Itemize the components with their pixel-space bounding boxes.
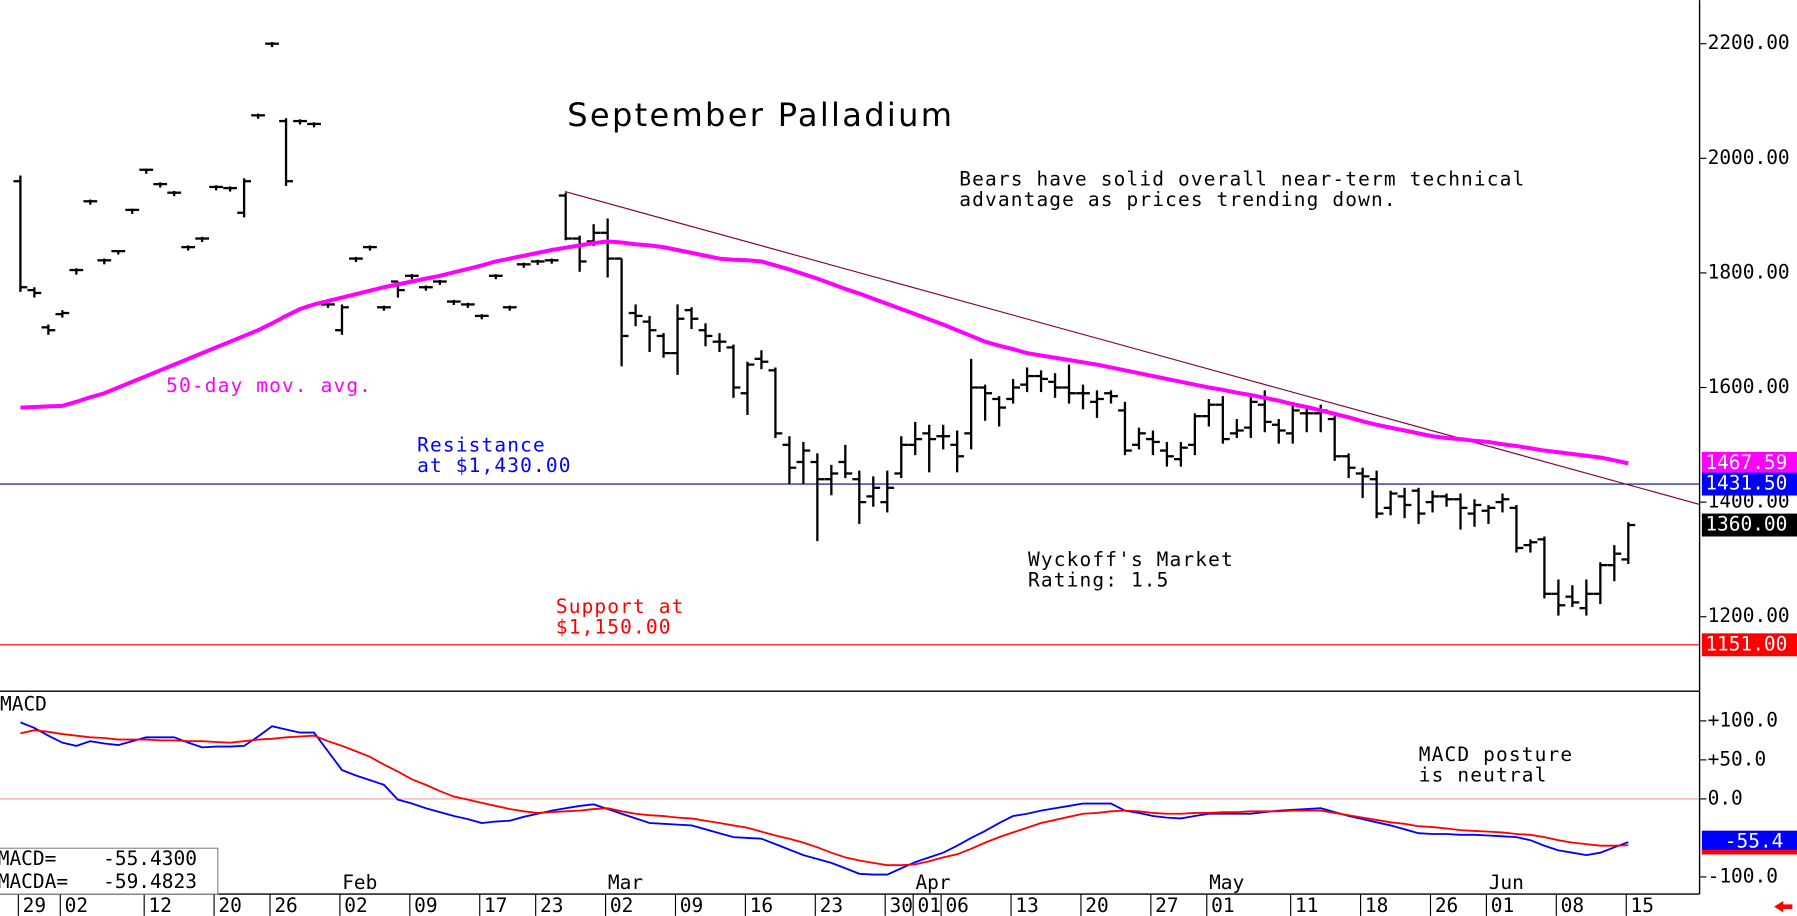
x-tick-label: 06 [945, 894, 968, 916]
y-tick-label: 1800.00 [1708, 260, 1790, 283]
annotation: advantage as prices trending down. [959, 188, 1397, 211]
price-marker [1701, 633, 1797, 657]
x-tick-label: 29 [23, 894, 46, 916]
month-label: May [1209, 871, 1244, 894]
annotation: Resistance [417, 433, 546, 456]
price-marker-label: 1431.50 [1705, 472, 1787, 495]
x-tick-label: 26 [274, 894, 297, 916]
annotation: MACD posture [1419, 743, 1573, 766]
x-tick-label: 23 [820, 894, 843, 916]
x-tick-label: 09 [680, 894, 703, 916]
readout-name: MACDA= [0, 870, 68, 893]
chart-title: September Palladium [567, 96, 954, 134]
series-line [20, 239, 1629, 466]
annotation: Bears have solid overall near-term techn… [959, 168, 1525, 191]
y-tick-label: +50.0 [1708, 747, 1767, 770]
x-tick-label: 27 [1155, 894, 1178, 916]
x-tick-label: 02 [344, 894, 367, 916]
y-tick-label: 0.0 [1708, 786, 1743, 809]
price-marker [1701, 451, 1797, 475]
y-tick-label: 2200.00 [1708, 31, 1790, 54]
x-tick-label: 17 [484, 894, 507, 916]
readout-name: MACD= [0, 847, 56, 870]
readout-value: -59.4823 [103, 870, 197, 893]
x-tick-label: 15 [1631, 894, 1654, 916]
data-layer [13, 41, 1636, 876]
price-marker-label: 1467.59 [1705, 451, 1787, 474]
readout-box [0, 847, 219, 895]
x-tick-label: 30 [890, 894, 913, 916]
panel-title: MACD [0, 692, 47, 715]
trend-line [564, 190, 1700, 505]
annotation: $1,150.00 [556, 616, 672, 639]
x-tick-label: 20 [1085, 894, 1108, 916]
x-tick-label: 20 [218, 894, 241, 916]
x-tick-label: 01 [1491, 894, 1514, 916]
x-tick-label: 11 [1295, 894, 1318, 916]
month-label: Feb [342, 871, 377, 894]
x-tick-label: 23 [540, 894, 563, 916]
y-tick-label: 2000.00 [1708, 146, 1790, 169]
y-tick-label: -100.0 [1708, 864, 1778, 887]
x-tick-label: 01 [1211, 894, 1234, 916]
price-marker [1701, 472, 1797, 496]
x-tick-label: 01 [917, 894, 940, 916]
annotation: is neutral [1419, 764, 1548, 787]
x-tick-label: 08 [1561, 894, 1584, 916]
price-marker-label: 1151.00 [1705, 632, 1787, 655]
price-marker [1701, 513, 1797, 537]
series-line [20, 721, 1629, 876]
series-line [20, 729, 1629, 867]
month-label: Apr [915, 871, 950, 894]
y-tick-label: 1600.00 [1708, 375, 1790, 398]
annotation: Support at [556, 595, 685, 618]
macd-marker [1701, 830, 1797, 854]
readout-value: -55.4300 [103, 847, 197, 870]
grid-layer: 2200.002000.001800.001600.001400.001200.… [0, 31, 1790, 916]
annotation: Rating: 1.5 [1028, 569, 1170, 592]
macd-marker-label: -55.4 [1725, 830, 1784, 853]
annotation: Wyckoff's Market [1028, 548, 1234, 571]
x-tick-label: 09 [414, 894, 437, 916]
x-tick-label: 02 [610, 894, 633, 916]
x-tick-label: 12 [148, 894, 171, 916]
month-label: Mar [608, 871, 643, 894]
month-label: Jun [1489, 871, 1524, 894]
macd-marker [1701, 849, 1797, 855]
x-tick-label: 02 [65, 894, 88, 916]
x-tick-label: 18 [1365, 894, 1388, 916]
y-tick-label: +100.0 [1708, 708, 1778, 731]
y-tick-label: 1200.00 [1708, 604, 1790, 627]
annotation: at $1,430.00 [417, 454, 571, 477]
scroll-arrow [1774, 900, 1793, 913]
price-marker-label: 1360.00 [1705, 513, 1787, 536]
x-tick-label: 16 [750, 894, 773, 916]
x-tick-label: 26 [1435, 894, 1458, 916]
legend-label: 50-day mov. avg. [166, 374, 372, 397]
x-tick-label: 13 [1015, 894, 1038, 916]
